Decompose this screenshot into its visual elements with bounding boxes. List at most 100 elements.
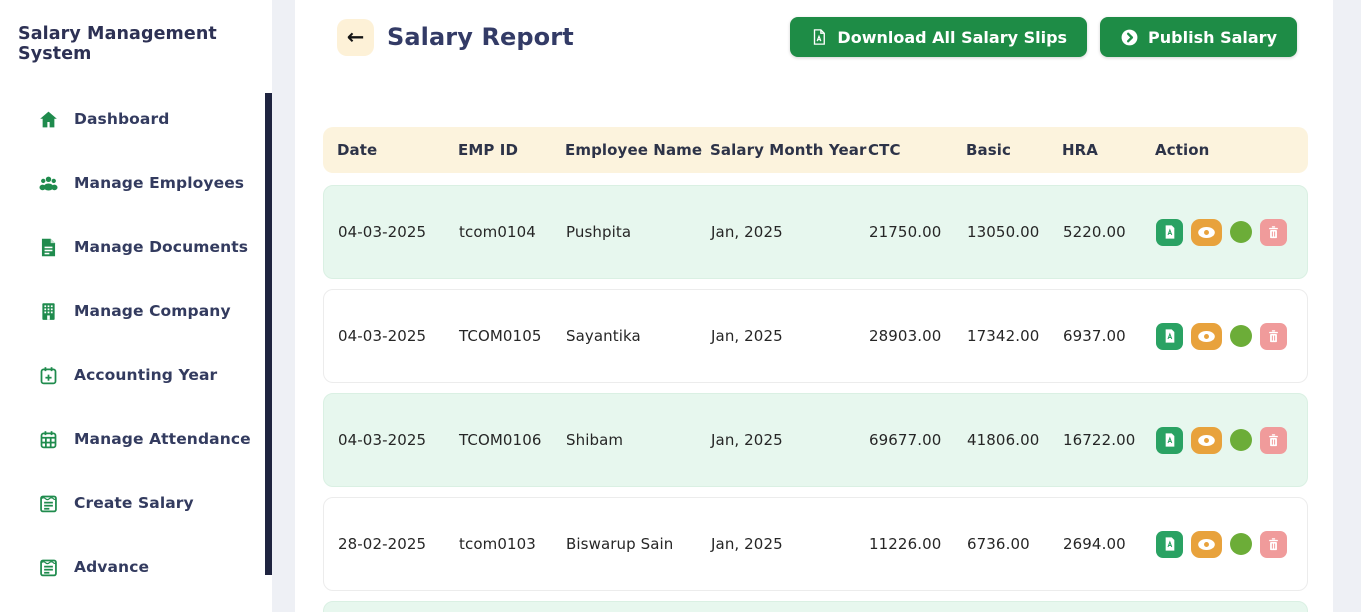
salary-table: Date EMP ID Employee Name Salary Month Y…	[323, 127, 1308, 612]
table-row: 04-03-2025 TCOM0105 Sayantika Jan, 2025 …	[323, 289, 1308, 383]
cell-hra: 5220.00	[1063, 223, 1126, 241]
sidebar: Salary Management System Dashboard Manag…	[0, 0, 265, 612]
sidebar-item-manage-report[interactable]: Manage Report	[0, 599, 265, 612]
delete-button[interactable]	[1260, 322, 1287, 350]
publish-button-label: Publish Salary	[1148, 27, 1277, 47]
column-header-date: Date	[337, 141, 378, 159]
sidebar-item-manage-employees[interactable]: Manage Employees	[0, 151, 265, 215]
status-active-dot[interactable]	[1230, 429, 1252, 451]
clipboard-icon	[38, 557, 59, 578]
cell-hra: 16722.00	[1063, 431, 1136, 449]
page-scrollbar-track[interactable]	[1333, 0, 1361, 612]
calendar-icon	[38, 429, 59, 450]
pdf-download-button[interactable]	[1156, 426, 1183, 454]
row-actions	[1156, 426, 1307, 454]
pdf-download-button[interactable]	[1156, 530, 1183, 558]
cell-employee-name: Biswarup Sain	[566, 535, 674, 553]
cell-hra: 2694.00	[1063, 535, 1126, 553]
cell-salary-month-year: Jan, 2025	[711, 223, 783, 241]
cell-date: 28-02-2025	[338, 535, 427, 553]
back-button[interactable]: ←	[337, 18, 374, 56]
cell-emp-id: tcom0104	[459, 223, 536, 241]
column-header-hra: HRA	[1062, 141, 1099, 159]
column-header-ctc: CTC	[868, 141, 901, 159]
table-row: 28-02-2025 tcom0103 Biswarup Sain Jan, 2…	[323, 497, 1308, 591]
cell-salary-month-year: Jan, 2025	[711, 431, 783, 449]
view-eye-button[interactable]	[1191, 530, 1222, 558]
sidebar-item-label: Create Salary	[74, 494, 194, 512]
sidebar-item-label: Manage Employees	[74, 174, 245, 192]
users-icon	[38, 173, 59, 194]
cell-ctc: 21750.00	[869, 223, 942, 241]
cell-hra: 6937.00	[1063, 327, 1126, 345]
cell-date: 04-03-2025	[338, 327, 427, 345]
page-title: Salary Report	[387, 23, 574, 51]
main-content: ← Salary Report Download All Salary Slip…	[295, 0, 1333, 612]
column-header-basic: Basic	[966, 141, 1012, 159]
sidebar-item-label: Advance	[74, 558, 150, 576]
sidebar-item-label: Manage Documents	[74, 238, 249, 256]
status-active-dot[interactable]	[1230, 221, 1252, 243]
sidebar-item-label: Manage Attendance	[74, 430, 251, 448]
cell-ctc: 28903.00	[869, 327, 942, 345]
page-header: ← Salary Report Download All Salary Slip…	[295, 0, 1333, 57]
table-row: 04-03-2025 TCOM0106 Shibam Jan, 2025 696…	[323, 393, 1308, 487]
sidebar-nav: Dashboard Manage Employees Manage Docume…	[0, 87, 265, 612]
sidebar-item-dashboard[interactable]: Dashboard	[0, 87, 265, 151]
view-eye-button[interactable]	[1191, 322, 1222, 350]
cell-basic: 13050.00	[967, 223, 1040, 241]
cell-basic: 17342.00	[967, 327, 1040, 345]
cell-emp-id: TCOM0105	[459, 327, 542, 345]
header-buttons: Download All Salary Slips Publish Salary	[790, 17, 1297, 57]
column-header-salary-month-year: Salary Month Year	[710, 141, 867, 159]
sidebar-item-label: Manage Company	[74, 302, 231, 320]
table-row: 04-03-2025 tcom0104 Pushpita Jan, 2025 2…	[323, 185, 1308, 279]
download-all-salary-slips-button[interactable]: Download All Salary Slips	[790, 17, 1088, 57]
download-button-label: Download All Salary Slips	[837, 27, 1068, 47]
delete-button[interactable]	[1260, 218, 1287, 246]
calendar-plus-icon	[38, 365, 59, 386]
column-header-action: Action	[1155, 141, 1210, 159]
cell-salary-month-year: Jan, 2025	[711, 327, 783, 345]
back-arrow-icon: ←	[346, 25, 365, 49]
content-left-gutter	[272, 0, 295, 612]
document-icon	[38, 237, 59, 258]
row-actions	[1156, 530, 1307, 558]
row-actions	[1156, 322, 1307, 350]
sidebar-item-manage-company[interactable]: Manage Company	[0, 279, 265, 343]
circle-arrow-right-icon	[1120, 28, 1139, 47]
pdf-download-button[interactable]	[1156, 218, 1183, 246]
sidebar-scrollbar-thumb[interactable]	[265, 93, 272, 575]
view-eye-button[interactable]	[1191, 218, 1222, 246]
cell-date: 04-03-2025	[338, 223, 427, 241]
publish-salary-button[interactable]: Publish Salary	[1100, 17, 1297, 57]
sidebar-item-manage-attendance[interactable]: Manage Attendance	[0, 407, 265, 471]
status-active-dot[interactable]	[1230, 533, 1252, 555]
delete-button[interactable]	[1260, 530, 1287, 558]
cell-emp-id: TCOM0106	[459, 431, 542, 449]
home-icon	[38, 109, 59, 130]
row-actions	[1156, 218, 1307, 246]
status-active-dot[interactable]	[1230, 325, 1252, 347]
app-title: Salary Management System	[18, 24, 217, 64]
sidebar-item-create-salary[interactable]: Create Salary	[0, 471, 265, 535]
sidebar-scrollbar-track	[265, 0, 272, 612]
cell-employee-name: Sayantika	[566, 327, 641, 345]
view-eye-button[interactable]	[1191, 426, 1222, 454]
sidebar-item-advance[interactable]: Advance	[0, 535, 265, 599]
cell-ctc: 69677.00	[869, 431, 942, 449]
sidebar-item-manage-documents[interactable]: Manage Documents	[0, 215, 265, 279]
pdf-download-button[interactable]	[1156, 322, 1183, 350]
cell-basic: 41806.00	[967, 431, 1040, 449]
cell-emp-id: tcom0103	[459, 535, 536, 553]
sidebar-item-label: Dashboard	[74, 110, 170, 128]
cell-date: 04-03-2025	[338, 431, 427, 449]
delete-button[interactable]	[1260, 426, 1287, 454]
table-row	[323, 601, 1308, 612]
column-header-emp-id: EMP ID	[458, 141, 519, 159]
table-header-row: Date EMP ID Employee Name Salary Month Y…	[323, 127, 1308, 173]
cell-employee-name: Shibam	[566, 431, 624, 449]
sidebar-item-accounting-year[interactable]: Accounting Year	[0, 343, 265, 407]
sidebar-item-label: Accounting Year	[74, 366, 218, 384]
cell-basic: 6736.00	[967, 535, 1030, 553]
